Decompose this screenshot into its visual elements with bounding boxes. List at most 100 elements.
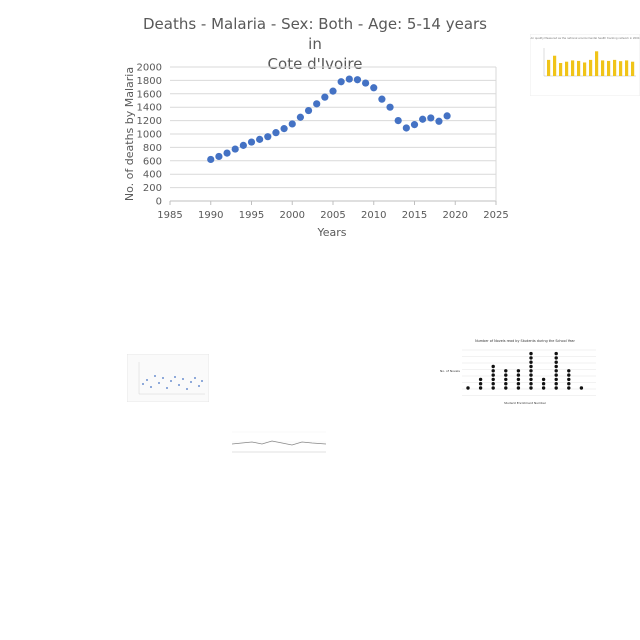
thumbnail-dot: [567, 373, 571, 377]
thumbnail-dot: [529, 351, 533, 356]
thumbnail-dot-plot-ylabel: No. of Novels: [440, 369, 460, 373]
thumbnail-scatter[interactable]: [127, 354, 209, 402]
thumbnail-line-series: [231, 440, 327, 446]
x-tick-label: 2010: [361, 210, 386, 221]
y-tick-label: 1000: [137, 130, 162, 141]
thumbnail-dot: [516, 377, 521, 382]
data-point: [402, 124, 410, 132]
thumbnail-bar: [631, 61, 635, 76]
thumbnail-dot: [567, 386, 571, 390]
data-point: [329, 87, 337, 95]
thumbnail-dot: [491, 369, 495, 373]
thumbnail-scatter-point: [142, 383, 144, 385]
thumbnail-scatter-point: [190, 381, 192, 383]
thumbnail-dot: [529, 364, 533, 369]
y-tick-label: 1400: [137, 103, 162, 114]
y-axis-title: No. of deaths by Malaria: [123, 67, 136, 201]
thumbnail-dot: [491, 364, 495, 369]
thumbnail-dot: [516, 369, 521, 373]
thumbnail-bar: [625, 60, 629, 76]
thumbnail-dot-plot-xlabel: Student Enrollment Number: [504, 401, 547, 405]
thumbnail-bar: [565, 61, 569, 76]
y-tick-label: 400: [143, 170, 162, 181]
thumbnail-bar: [583, 62, 587, 76]
y-tick-label: 800: [143, 143, 162, 154]
thumbnail-dot: [567, 382, 571, 386]
data-point: [296, 113, 304, 121]
data-points: [207, 75, 451, 164]
thumbnail-dot: [567, 377, 571, 382]
data-point: [256, 135, 264, 143]
thumbnail-scatter-point: [158, 382, 160, 384]
thumbnail-bars: [547, 51, 635, 76]
thumbnail-scatter-point: [186, 388, 188, 390]
thumbnail-bar-chart[interactable]: Air quality Measured as the national env…: [530, 34, 640, 96]
thumbnail-dot: [529, 360, 533, 364]
thumbnail-scatter-point: [178, 384, 180, 386]
thumbnail-dot: [516, 373, 521, 377]
y-tick-label: 1600: [137, 89, 162, 100]
x-tick-label: 2025: [483, 210, 508, 221]
thumbnail-bar: [607, 60, 611, 76]
data-point: [313, 100, 321, 108]
data-point: [443, 112, 451, 120]
data-point: [353, 76, 362, 84]
data-point: [272, 129, 280, 137]
thumbnail-dot: [579, 386, 584, 390]
thumbnail-dot: [554, 360, 558, 364]
data-point: [304, 106, 313, 115]
thumbnail-line-chart[interactable]: [222, 424, 332, 480]
main-scatter-chart: 0 200 400 600 800 1000 1200 1400 1600 1800 2000 19…: [123, 63, 509, 240]
x-axis-title: Years: [316, 226, 346, 239]
thumbnail-scatter-point: [201, 380, 203, 382]
y-tick-label: 600: [143, 156, 162, 167]
data-point: [370, 84, 378, 92]
data-point: [239, 141, 247, 149]
thumbnail-dot: [554, 364, 558, 369]
thumbnail-dot-plot[interactable]: Number of Novels read by Students during…: [440, 336, 600, 406]
thumbnail-bar: [559, 63, 563, 76]
y-tick-label: 0: [156, 197, 162, 208]
y-tick-label: 200: [143, 183, 162, 194]
thumbnail-dot: [491, 386, 495, 390]
thumbnail-dot: [504, 369, 508, 373]
x-tick-label: 2005: [320, 210, 345, 221]
data-point: [288, 120, 296, 128]
chart-title-line-1: Deaths - Malaria - Sex: Both - Age: 5-14…: [142, 15, 487, 53]
thumbnail-scatter-point: [150, 386, 152, 388]
thumbnail-scatter-point: [182, 378, 184, 380]
y-axis-ticks: 0 200 400 600 800 1000 1200 1400 1600 1800 2000: [137, 63, 162, 208]
data-point: [345, 75, 353, 83]
thumbnail-dot: [541, 377, 546, 382]
y-tick-label: 2000: [137, 63, 162, 74]
thumbnail-dot: [554, 373, 558, 377]
data-point: [419, 115, 427, 123]
data-point: [321, 93, 329, 101]
thumbnail-dot: [466, 386, 470, 390]
data-point: [280, 125, 288, 133]
thumbnail-scatter-point: [162, 377, 164, 379]
thumbnail-dot: [504, 377, 508, 382]
thumbnail-bar: [601, 60, 605, 76]
thumbnail-bar: [619, 61, 623, 76]
thumbnail-dot: [529, 356, 533, 360]
thumbnail-bar: [553, 55, 557, 76]
y-tick-label: 1800: [137, 76, 162, 87]
data-point: [223, 149, 231, 157]
chart-title: Deaths - Malaria - Sex: Both - Age: 5-14…: [140, 14, 490, 74]
data-point: [410, 121, 419, 129]
thumbnail-dots: [462, 349, 596, 396]
thumbnail-scatter-point: [166, 387, 168, 389]
thumbnail-dot: [567, 369, 571, 373]
thumbnail-dot-plot-title: Number of Novels read by Students during…: [475, 339, 575, 343]
thumbnail-dot: [554, 377, 558, 382]
thumbnail-dot: [554, 386, 558, 390]
data-point: [386, 103, 394, 111]
grid-lines: [170, 66, 497, 202]
thumbnail-dot: [504, 386, 508, 390]
thumbnail-bar: [571, 60, 575, 76]
data-point: [231, 145, 239, 153]
thumbnail-bar-chart-title: Air quality Measured as the national env…: [530, 36, 639, 40]
data-point: [264, 133, 272, 141]
x-axis-ticks: 1985 1990 1995 2000 2005 2010 2015 2020 2025: [157, 201, 509, 221]
